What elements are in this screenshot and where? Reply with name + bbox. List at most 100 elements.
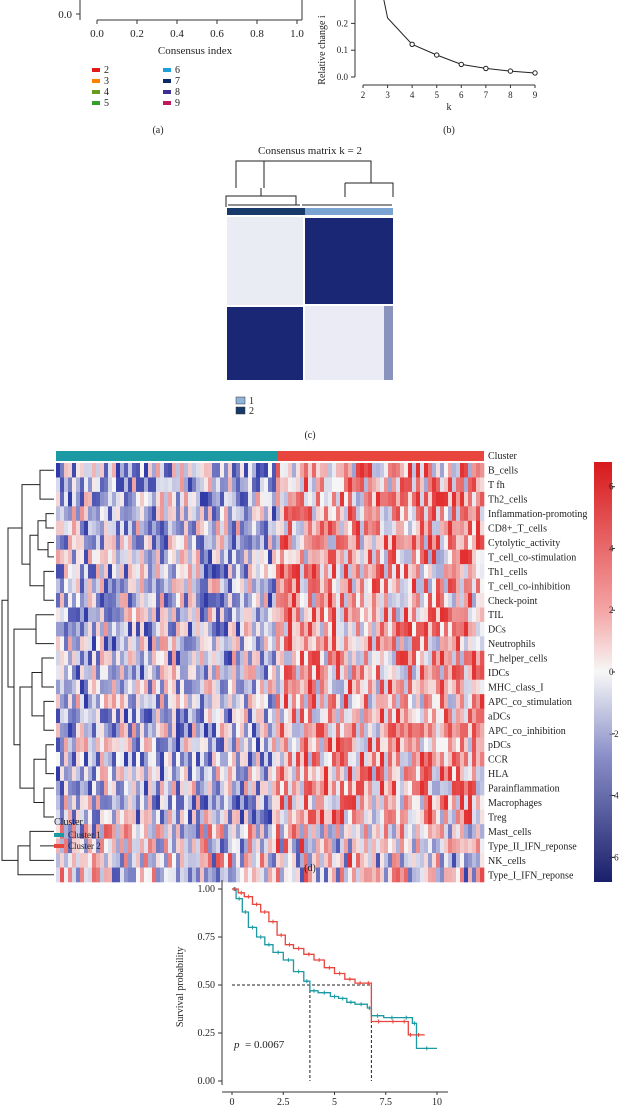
panel-d-heat-cell <box>288 737 293 753</box>
panel-d-heat-cell <box>356 578 361 594</box>
panel-d-heat-cell <box>136 564 141 579</box>
panel-d-heat-cell <box>204 723 209 738</box>
panel-d-heat-cell <box>128 491 133 507</box>
panel-d-heat-cell <box>76 549 81 565</box>
panel-d-heat-cell <box>224 607 229 623</box>
panel-d-heat-cell <box>100 535 105 550</box>
panel-d-heat-cell <box>240 463 245 478</box>
panel-d-heat-cell <box>308 650 313 666</box>
panel-d-heat-cell <box>308 636 313 652</box>
panel-d-heat-cell <box>452 665 457 681</box>
panel-d-heat-cell <box>344 593 349 608</box>
panel-d-heat-cell <box>364 564 369 579</box>
panel-d-dendrogram-branch <box>45 513 54 529</box>
panel-d-heat-cell <box>220 867 225 883</box>
panel-d-heat-cell <box>212 694 217 709</box>
panel-d-heat-cell <box>416 723 421 738</box>
panel-d-heat-cell <box>164 549 169 565</box>
panel-d-heat-cell <box>300 535 305 550</box>
panel-d-heat-cell <box>84 809 89 825</box>
panel-d-heat-cell <box>176 636 181 652</box>
panel-d-heat-cell <box>96 578 101 594</box>
panel-d-heat-cell <box>292 520 297 536</box>
panel-d-heat-cell <box>388 520 393 536</box>
panel-d-heat-cell <box>428 636 433 652</box>
panel-d-heat-cell <box>252 824 257 839</box>
panel-d-heat-cell <box>436 708 441 724</box>
panel-d-heat-cell <box>392 809 397 825</box>
panel-d-heat-cell <box>84 665 89 681</box>
panel-d-heat-cell <box>256 766 261 782</box>
panel-d-heat-cell <box>184 853 189 868</box>
panel-d-heat-cell <box>224 578 229 594</box>
panel-d-heat-cell <box>184 737 189 753</box>
panel-d-heat-cell <box>324 636 329 652</box>
panel-d-heat-cell <box>180 520 185 536</box>
panel-d-heat-cell <box>356 780 361 796</box>
panel-d-heat-cell <box>212 607 217 623</box>
panel-d-heat-cell <box>180 795 185 811</box>
panel-d-heat-cell <box>64 506 69 522</box>
panel-a-xticks: 0.0 0.2 0.4 0.6 0.8 1.0 <box>90 20 304 40</box>
panel-d-heat-cell <box>148 520 153 536</box>
panel-d-heat-cell <box>240 549 245 565</box>
panel-d-heat-cell <box>468 506 473 522</box>
panel-d-heat-cell <box>180 564 185 579</box>
panel-d-heat-cell <box>368 867 373 883</box>
panel-d-heat-cell <box>356 593 361 608</box>
panel-d-heat-cell <box>76 535 81 550</box>
panel-d-heat-cell <box>120 650 125 666</box>
legend-label-k7: 7 <box>175 76 180 87</box>
panel-d-heat-cell <box>140 549 145 565</box>
panel-d-heat-cell <box>464 650 469 666</box>
panel-d-heat-cell <box>356 549 361 565</box>
panel-d-heat-cell <box>144 795 149 811</box>
panel-d-heat-cell <box>348 593 353 608</box>
panel-d-heat-cell <box>56 650 61 666</box>
panel-d-heat-cell <box>116 578 121 594</box>
panel-d-heat-cell <box>400 838 405 854</box>
panel-d-heat-cell <box>88 607 93 623</box>
panel-d-heat-cell <box>100 621 105 637</box>
panel-d-heat-cell <box>312 491 317 507</box>
panel-d-heat-cell <box>340 607 345 623</box>
panel-d-heat-cell <box>116 665 121 681</box>
panel-d-heat-cell <box>144 708 149 724</box>
panel-d-heat-cell <box>88 636 93 652</box>
panel-d-heat-cell <box>360 463 365 478</box>
panel-d-heat-cell <box>256 694 261 709</box>
panel-d-heat-cell <box>68 650 73 666</box>
panel-d-heat-cell <box>132 650 137 666</box>
panel-d-heat-cell <box>320 506 325 522</box>
panel-d-heat-cell <box>304 593 309 608</box>
panel-d-heat-cell <box>264 853 269 868</box>
panel-d-heat-cell <box>240 853 245 868</box>
panel-d-heat-cell <box>360 766 365 782</box>
panel-d-heat-cell <box>444 650 449 666</box>
panel-d-heat-cell <box>148 723 153 738</box>
panel-d-heat-cell <box>340 723 345 738</box>
panel-d-heat-cell <box>224 723 229 738</box>
panel-d-heat-cell <box>328 694 333 709</box>
panel-d-heat-cell <box>208 679 213 695</box>
panel-d-heat-cell <box>56 694 61 709</box>
panel-d-heat-cell <box>280 621 285 637</box>
panel-d-heat-cell <box>168 694 173 709</box>
panel-d-heat-cell <box>188 506 193 522</box>
panel-d-heat-cell <box>288 463 293 478</box>
panel-d-heat-cell <box>324 737 329 753</box>
panel-d-heat-cell <box>404 679 409 695</box>
panel-d-heat-cell <box>468 578 473 594</box>
panel-d-heat-cell <box>336 723 341 738</box>
panel-d-heat-cell <box>100 780 105 796</box>
panel-d-heat-cell <box>232 809 237 825</box>
panel-d-heat-cell <box>348 679 353 695</box>
panel-d-heat-cell <box>188 723 193 738</box>
panel-d-heat-cell <box>284 694 289 709</box>
panel-d-heat-cell <box>60 463 65 478</box>
panel-d-heat-cell <box>364 780 369 796</box>
panel-d-row-label: T fh <box>488 480 505 491</box>
panel-d-heat-cell <box>340 809 345 825</box>
panel-d-heat-cell <box>88 679 93 695</box>
